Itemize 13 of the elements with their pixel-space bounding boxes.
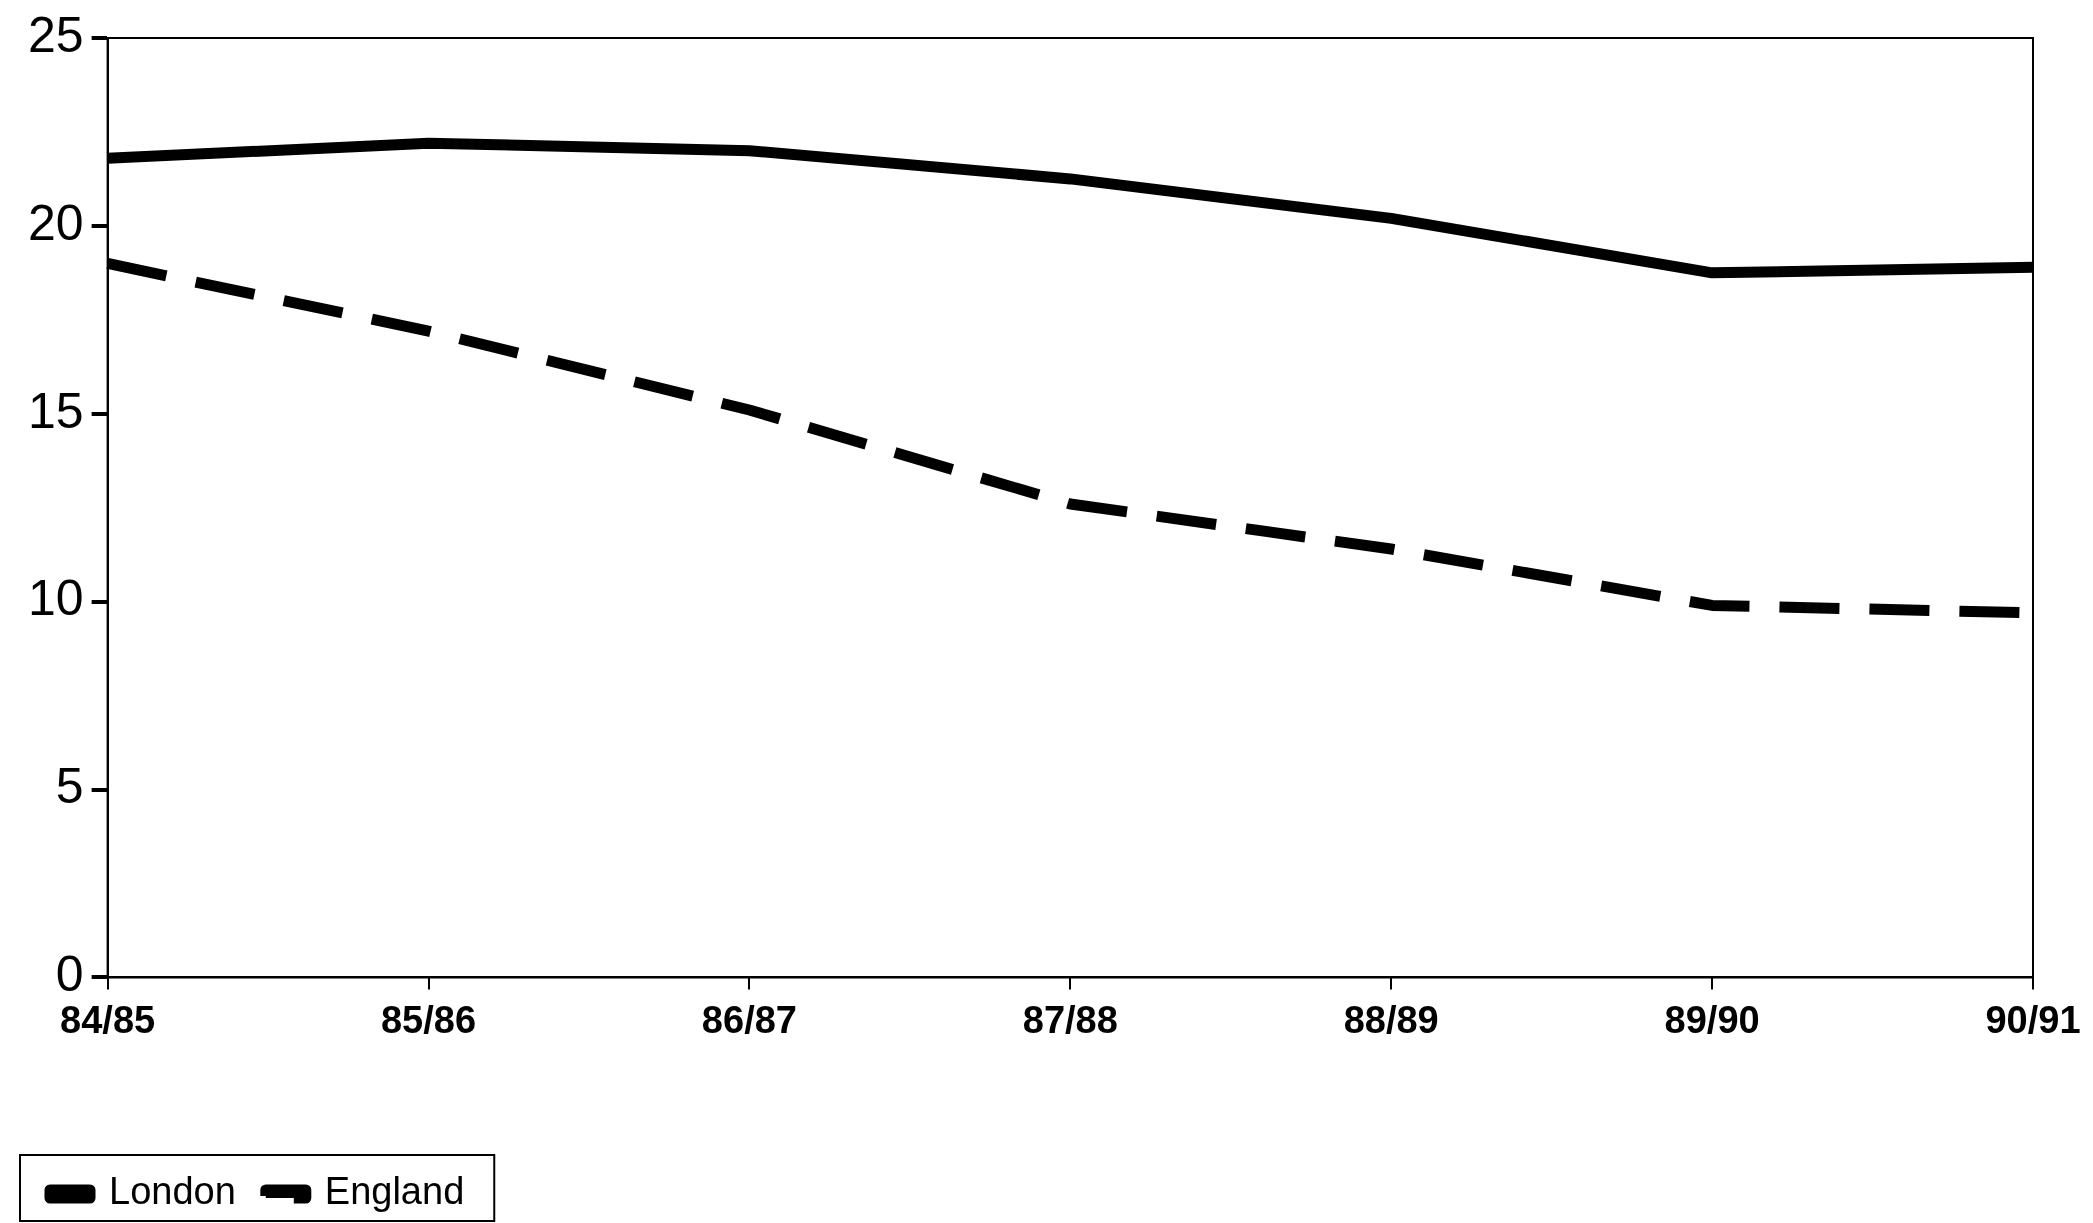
x-tick-label: 85/86 bbox=[380, 998, 477, 1041]
x-tick-label: 87/88 bbox=[1022, 998, 1118, 1041]
y-tick-label: 25 bbox=[27, 6, 84, 63]
x-tick-label: 86/87 bbox=[701, 998, 797, 1041]
x-tick-label: 89/90 bbox=[1664, 998, 1760, 1041]
y-tick-label: 20 bbox=[27, 194, 84, 251]
y-tick-label: 10 bbox=[27, 570, 84, 627]
y-tick-label: 15 bbox=[27, 382, 84, 439]
x-tick-label: 88/89 bbox=[1343, 998, 1439, 1041]
x-tick-label: 90/91 bbox=[1985, 998, 2081, 1041]
y-tick-label: 5 bbox=[55, 758, 84, 815]
legend-label: England bbox=[324, 1170, 465, 1213]
legend-label: London bbox=[109, 1170, 236, 1213]
